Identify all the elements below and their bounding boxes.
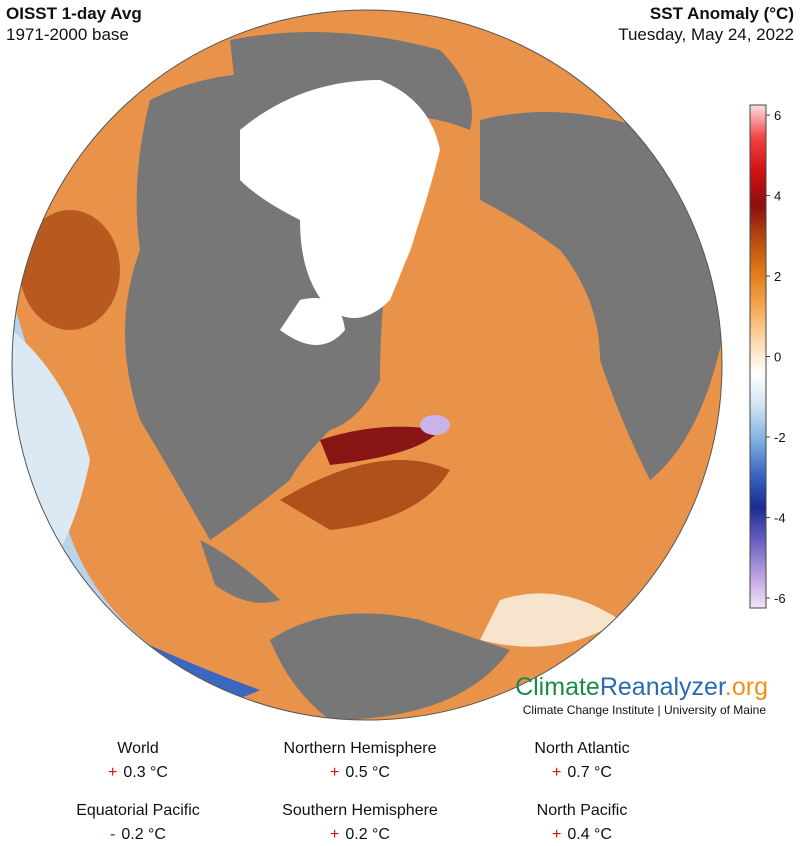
colorbar-tick-label: -2 (774, 430, 786, 445)
variable: SST Anomaly (°C) (650, 4, 794, 23)
logo-part: Climate (515, 673, 600, 701)
stat-value: +0.5 °C (330, 764, 390, 781)
subtitle: 1971-2000 base (6, 25, 129, 44)
colorbar-tick-label: -6 (774, 591, 786, 606)
stat-number: 0.2 °C (345, 826, 390, 843)
stat-label: North Pacific (537, 802, 628, 819)
colorbar-fill (749, 104, 767, 609)
colorbar-tick-label: 4 (774, 189, 781, 204)
stat-number: 0.7 °C (567, 764, 612, 781)
colorbar: 6 4 2 0 -2 -4 -6 (749, 104, 786, 609)
credit: Climate Change Institute | University of… (523, 703, 767, 717)
stat-sign: - (110, 826, 115, 843)
stat-sign: + (330, 764, 339, 781)
title: OISST 1-day Avg (6, 4, 142, 23)
stat-value: +0.4 °C (552, 826, 612, 843)
stat-value: +0.2 °C (330, 826, 390, 843)
stat-value: +0.3 °C (108, 764, 168, 781)
stat-sign: + (108, 764, 117, 781)
stat-number: 0.2 °C (121, 826, 166, 843)
logo-part: Reanalyzer (600, 673, 726, 701)
stat-sign: + (552, 764, 561, 781)
stat-number: 0.5 °C (345, 764, 390, 781)
logo: ClimateReanalyzer.org (515, 673, 768, 701)
globe-outline (11, 9, 723, 721)
stat-value: -0.2 °C (110, 826, 166, 843)
stat-label: Southern Hemisphere (282, 802, 438, 819)
colorbar-tick-label: -4 (774, 510, 786, 525)
stat-sign: + (330, 826, 339, 843)
colorbar-tick-label: 0 (774, 350, 781, 365)
stat-value: +0.7 °C (552, 764, 612, 781)
stat-label: Equatorial Pacific (76, 802, 200, 819)
stat-label: North Atlantic (534, 740, 629, 757)
stat-sign: + (552, 826, 561, 843)
logo-part: .org (725, 673, 768, 701)
stat-number: 0.4 °C (567, 826, 612, 843)
stat-label: Northern Hemisphere (284, 740, 437, 757)
stat-number: 0.3 °C (123, 764, 168, 781)
date: Tuesday, May 24, 2022 (618, 25, 794, 44)
colorbar-tick-label: 2 (774, 269, 781, 284)
stat-label: World (117, 740, 159, 757)
colorbar-tick-label: 6 (774, 108, 781, 123)
